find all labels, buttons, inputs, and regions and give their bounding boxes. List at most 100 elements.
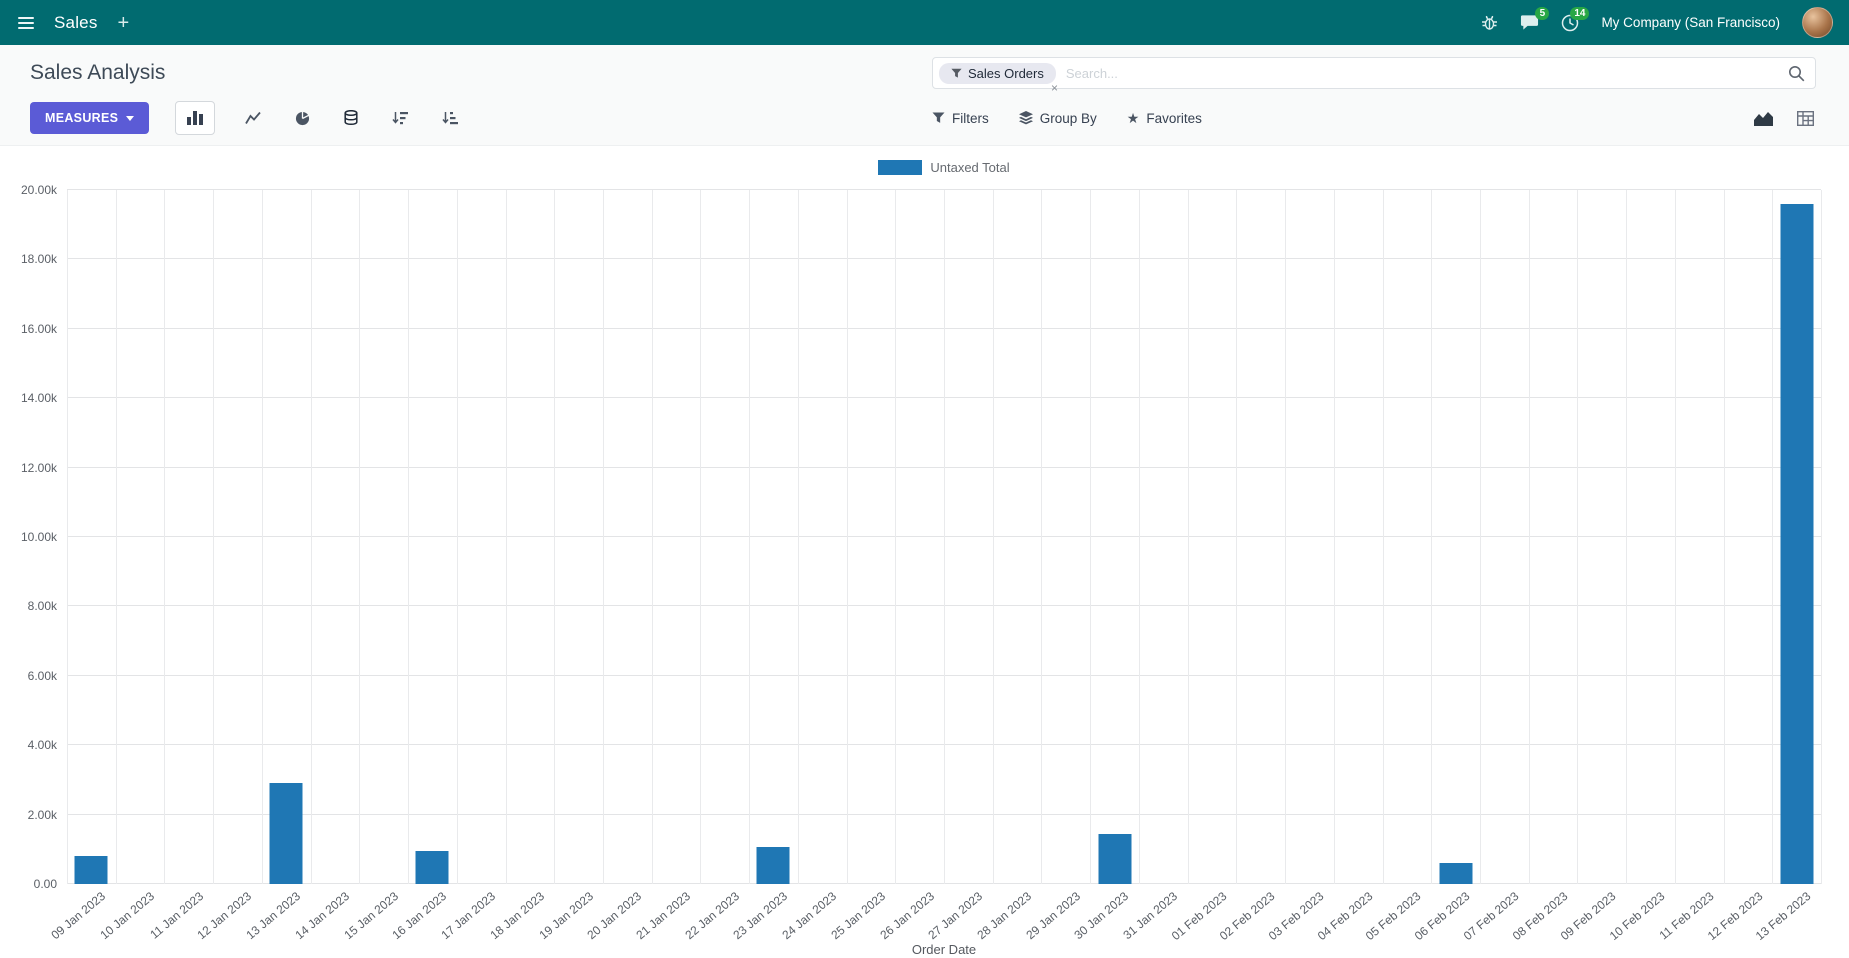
bar-30-jan-2023[interactable] [1098,833,1132,884]
layers-icon [1018,111,1033,125]
v-gridline [164,190,166,884]
sales-analysis-chart: Untaxed Total 0.00 2.00k 4.00k 6.00k 8.00k 10… [0,160,1849,958]
bar-13-jan-2023[interactable] [269,783,303,884]
legend-label: Untaxed Total [930,160,1010,175]
plot-wrap: 0.00 2.00k 4.00k 6.00k 8.00k 10.00k 12.00k 14.0… [12,183,1822,891]
v-gridline [1577,190,1579,884]
v-gridline [846,190,848,884]
y-tick-label: 8.00k [27,599,57,614]
view-switcher [1752,109,1816,128]
group-by-label: Group By [1039,110,1097,126]
stacked-toggle-button[interactable] [340,106,362,130]
y-tick-label: 12.00k [20,460,57,475]
v-gridline [651,190,653,884]
star-icon: ★ [1126,110,1140,126]
legend-item-untaxed-total[interactable]: Untaxed Total [878,160,1010,175]
bar-16-jan-2023[interactable] [415,851,449,884]
line-chart-button[interactable] [241,107,265,129]
company-switcher[interactable]: My Company (San Francisco) [1601,15,1780,30]
v-gridline [1772,190,1774,884]
v-gridline [359,190,361,884]
y-tick-label: 18.00k [20,252,57,267]
search-facet-sales-orders[interactable]: Sales Orders [939,62,1056,84]
navbar-left: Sales + [14,13,133,33]
graph-toolbar: MEASURES [30,101,932,135]
pie-chart-button[interactable] [291,107,314,130]
filters-button[interactable]: Filters [932,111,989,126]
sort-ascending-button[interactable] [438,107,462,130]
v-gridline [602,190,604,884]
v-gridline [1382,190,1384,884]
v-gridline [505,190,507,884]
bar-13-feb-2023[interactable] [1780,203,1814,884]
search-input[interactable] [1065,65,1788,81]
chart-legend: Untaxed Total [67,160,1821,180]
bar-06-feb-2023[interactable] [1439,862,1473,884]
v-gridline [456,190,458,884]
v-gridline [554,190,556,884]
y-tick-label: 0.00 [33,877,57,891]
v-gridline [261,190,263,884]
v-gridline [1674,190,1676,884]
user-avatar[interactable] [1802,7,1833,38]
navbar-systray: 5 14 My Company (San Francisco) [1481,6,1833,38]
v-gridline [115,190,117,884]
graph-view-button[interactable] [1752,109,1775,128]
messages-icon[interactable]: 5 [1520,7,1550,31]
plot-area [67,189,1822,884]
v-gridline [1333,190,1335,884]
favorites-label: Favorites [1146,110,1202,126]
group-by-button[interactable]: Group By [1018,110,1097,126]
y-tick-label: 2.00k [27,807,57,822]
app-name[interactable]: Sales [54,12,98,32]
v-gridline [1626,190,1628,884]
legend-swatch [878,160,923,175]
y-tick-label: 4.00k [27,738,57,753]
search-facet-label: Sales Orders [968,65,1044,81]
v-gridline [67,190,68,884]
x-axis-labels: 09 Jan 2023 10 Jan 2023 11 Jan 2023 12 Jan … [49,884,1821,943]
filter-funnel-icon [951,68,962,79]
favorites-button[interactable]: ★ Favorites [1127,111,1202,126]
v-gridline [408,190,410,884]
v-gridline [1090,190,1092,884]
pivot-view-button[interactable] [1795,109,1816,128]
y-tick-label: 16.00k [20,321,57,336]
search-bar[interactable]: Sales Orders × [932,57,1816,94]
v-gridline [944,190,945,884]
h-gridline [67,189,1821,190]
v-gridline [992,190,994,884]
v-gridline [310,190,312,884]
v-gridline [1821,190,1822,884]
plus-icon[interactable]: + [117,11,130,34]
apps-menu-icon[interactable] [14,13,38,33]
measures-button[interactable]: MEASURES [30,102,150,134]
activities-badge: 14 [1570,6,1590,20]
v-gridline [1236,190,1238,884]
v-gridline [1723,190,1725,884]
y-tick-label: 20.00k [20,183,57,197]
search-icon[interactable] [1788,65,1805,82]
v-gridline [749,190,751,884]
page-title: Sales Analysis [30,61,166,84]
v-gridline [1479,190,1481,884]
bar-chart-button[interactable] [175,101,216,135]
v-gridline [797,190,799,884]
bar-09-jan-2023[interactable] [74,856,108,884]
debug-bug-icon[interactable] [1481,14,1498,31]
activities-clock-icon[interactable]: 14 [1561,6,1590,32]
y-axis-labels: 0.00 2.00k 4.00k 6.00k 8.00k 10.00k 12.00k 14.0… [12,183,67,891]
facet-remove-icon[interactable]: × [1051,81,1059,95]
search-tools: Filters Group By ★ Favorites [932,109,1816,128]
filters-funnel-icon [932,112,945,124]
y-tick-label: 10.00k [20,530,57,544]
measures-label: MEASURES [45,111,119,125]
bar-23-jan-2023[interactable] [756,846,790,884]
v-gridline [1431,190,1433,884]
control-panel: Sales Analysis Sales Orders × MEASURES [0,45,1849,146]
v-gridline [213,190,215,884]
y-tick-label: 14.00k [20,391,57,406]
sort-descending-button[interactable] [388,107,412,130]
v-gridline [1187,190,1189,884]
v-gridline [1528,190,1530,884]
